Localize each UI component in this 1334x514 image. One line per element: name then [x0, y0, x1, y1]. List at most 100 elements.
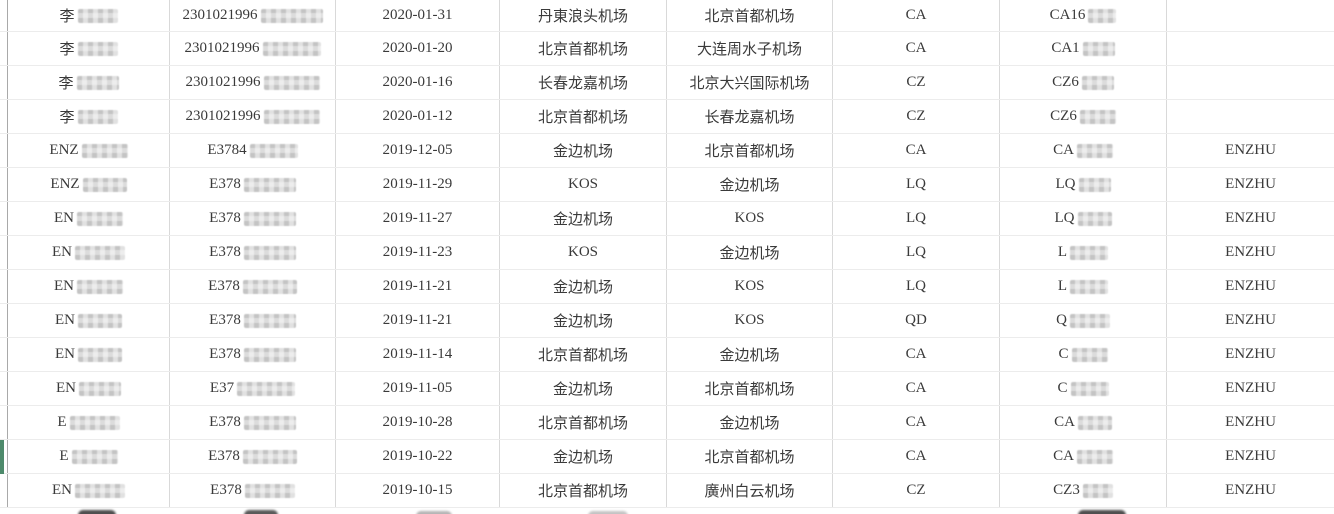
cell-arrival-airport[interactable]: 金边机场: [667, 168, 833, 201]
cell-arrival-airport[interactable]: 大连周水子机场: [667, 32, 833, 65]
cell-document-number[interactable]: E37: [170, 372, 336, 405]
cell-flight-number[interactable]: L: [1000, 236, 1167, 269]
cell-airline-code[interactable]: LQ: [833, 202, 1000, 235]
cell-passenger-latin-name[interactable]: ENZHU: [1167, 134, 1334, 167]
table-row[interactable]: EN E37 2019-11-05 金边机场 北京首都机场 CA C ENZHU: [0, 372, 1334, 406]
cell-flight-date[interactable]: 2019-11-23: [336, 236, 500, 269]
cell-flight-number[interactable]: Q: [1000, 304, 1167, 337]
cell-departure-airport[interactable]: 北京首都机场: [500, 32, 667, 65]
cell-airline-code[interactable]: CA: [833, 0, 1000, 31]
cell-flight-date[interactable]: 2019-11-21: [336, 304, 500, 337]
cell-airline-code[interactable]: LQ: [833, 168, 1000, 201]
cell-passenger-name[interactable]: EN: [8, 202, 170, 235]
cell-passenger-latin-name[interactable]: [1167, 0, 1334, 31]
cell-airline-code[interactable]: CA: [833, 134, 1000, 167]
cell-passenger-latin-name[interactable]: ENZHU: [1167, 236, 1334, 269]
cell-passenger-name[interactable]: ENZ: [8, 168, 170, 201]
cell-departure-airport[interactable]: KOS: [500, 236, 667, 269]
cell-departure-airport[interactable]: 金边机场: [500, 372, 667, 405]
table-row[interactable]: EN E378 2019-11-27 金边机场 KOS LQ LQ ENZHU: [0, 202, 1334, 236]
cell-flight-date[interactable]: 2020-01-20: [336, 32, 500, 65]
cell-passenger-name[interactable]: EN: [8, 474, 170, 507]
cell-arrival-airport[interactable]: 北京首都机场: [667, 134, 833, 167]
cell-flight-date[interactable]: 2019-10-28: [336, 406, 500, 439]
cell-flight-date[interactable]: 2020-01-12: [336, 100, 500, 133]
cell-airline-code[interactable]: CA: [833, 372, 1000, 405]
cell-arrival-airport[interactable]: 金边机场: [667, 406, 833, 439]
cell-flight-date[interactable]: 2019-11-05: [336, 372, 500, 405]
cell-flight-number[interactable]: LQ: [1000, 168, 1167, 201]
cell-departure-airport[interactable]: 北京首都机场: [500, 100, 667, 133]
cell-passenger-name[interactable]: EN: [8, 236, 170, 269]
cell-flight-date[interactable]: 2019-11-21: [336, 270, 500, 303]
cell-passenger-name[interactable]: E: [8, 406, 170, 439]
table-row[interactable]: ENZ E3784 2019-12-05 金边机场 北京首都机场 CA CA E…: [0, 134, 1334, 168]
cell-airline-code[interactable]: LQ: [833, 236, 1000, 269]
table-row[interactable]: EN E378 2019-11-21 金边机场 KOS LQ L ENZHU: [0, 270, 1334, 304]
cell-arrival-airport[interactable]: 北京首都机场: [667, 440, 833, 473]
cell-document-number[interactable]: E3784: [170, 134, 336, 167]
cell-arrival-airport[interactable]: 北京首都机场: [667, 0, 833, 31]
cell-arrival-airport[interactable]: KOS: [667, 202, 833, 235]
cell-passenger-latin-name[interactable]: ENZHU: [1167, 372, 1334, 405]
table-row[interactable]: ENZ E378 2019-11-29 KOS 金边机场 LQ LQ ENZHU: [0, 168, 1334, 202]
table-row[interactable]: E E378 2019-10-22 金边机场 北京首都机场 CA CA ENZH…: [0, 440, 1334, 474]
cell-departure-airport[interactable]: KOS: [500, 168, 667, 201]
cell-passenger-latin-name[interactable]: ENZHU: [1167, 304, 1334, 337]
table-row[interactable]: 李 2301021996 2020-01-16 长春龙嘉机场 北京大兴国际机场 …: [0, 66, 1334, 100]
cell-airline-code[interactable]: QD: [833, 304, 1000, 337]
cell-departure-airport[interactable]: 金边机场: [500, 202, 667, 235]
cell-passenger-latin-name[interactable]: ENZHU: [1167, 338, 1334, 371]
cell-departure-airport[interactable]: 北京首都机场: [500, 474, 667, 507]
cell-document-number[interactable]: E378: [170, 168, 336, 201]
cell-document-number[interactable]: E378: [170, 304, 336, 337]
cell-departure-airport[interactable]: 金边机场: [500, 304, 667, 337]
cell-airline-code[interactable]: CZ: [833, 474, 1000, 507]
cell-passenger-name[interactable]: EN: [8, 270, 170, 303]
cell-departure-airport[interactable]: 金边机场: [500, 270, 667, 303]
cell-passenger-name[interactable]: ENZ: [8, 134, 170, 167]
cell-airline-code[interactable]: CA: [833, 32, 1000, 65]
cell-airline-code[interactable]: CA: [833, 440, 1000, 473]
cell-airline-code[interactable]: CZ: [833, 100, 1000, 133]
cell-passenger-latin-name[interactable]: ENZHU: [1167, 406, 1334, 439]
cell-flight-number[interactable]: CA: [1000, 406, 1167, 439]
cell-arrival-airport[interactable]: 长春龙嘉机场: [667, 100, 833, 133]
cell-document-number[interactable]: 2301021996: [170, 66, 336, 99]
cell-passenger-name[interactable]: 李: [8, 32, 170, 65]
cell-flight-date[interactable]: 2019-11-29: [336, 168, 500, 201]
cell-passenger-latin-name[interactable]: ENZHU: [1167, 474, 1334, 507]
cell-arrival-airport[interactable]: 北京大兴国际机场: [667, 66, 833, 99]
cell-flight-number[interactable]: CZ6: [1000, 100, 1167, 133]
cell-document-number[interactable]: 2301021996: [170, 0, 336, 31]
cell-flight-date[interactable]: 2019-11-27: [336, 202, 500, 235]
table-row[interactable]: 李 2301021996 2020-01-20 北京首都机场 大连周水子机场 C…: [0, 32, 1334, 66]
cell-departure-airport[interactable]: 金边机场: [500, 134, 667, 167]
cell-flight-date[interactable]: 2019-10-15: [336, 474, 500, 507]
cell-passenger-latin-name[interactable]: [1167, 32, 1334, 65]
cell-document-number[interactable]: E378: [170, 202, 336, 235]
cell-passenger-latin-name[interactable]: ENZHU: [1167, 168, 1334, 201]
cell-flight-number[interactable]: CZ3: [1000, 474, 1167, 507]
table-row[interactable]: E E378 2019-10-28 北京首都机场 金边机场 CA CA ENZH…: [0, 406, 1334, 440]
cell-flight-number[interactable]: CZ6: [1000, 66, 1167, 99]
cell-arrival-airport[interactable]: 金边机场: [667, 236, 833, 269]
cell-document-number[interactable]: 2301021996: [170, 100, 336, 133]
cell-flight-number[interactable]: CA: [1000, 134, 1167, 167]
cell-document-number[interactable]: 2301021996: [170, 32, 336, 65]
cell-flight-number[interactable]: CA1: [1000, 32, 1167, 65]
cell-flight-date[interactable]: 2019-12-05: [336, 134, 500, 167]
cell-departure-airport[interactable]: 北京首都机场: [500, 338, 667, 371]
cell-document-number[interactable]: E378: [170, 474, 336, 507]
cell-passenger-latin-name[interactable]: [1167, 66, 1334, 99]
cell-flight-number[interactable]: C: [1000, 338, 1167, 371]
cell-passenger-name[interactable]: EN: [8, 304, 170, 337]
table-row[interactable]: EN E378 2019-11-14 北京首都机场 金边机场 CA C ENZH…: [0, 338, 1334, 372]
cell-document-number[interactable]: E378: [170, 270, 336, 303]
cell-document-number[interactable]: E378: [170, 338, 336, 371]
cell-airline-code[interactable]: CA: [833, 406, 1000, 439]
cell-flight-date[interactable]: 2020-01-16: [336, 66, 500, 99]
cell-flight-number[interactable]: LQ: [1000, 202, 1167, 235]
cell-document-number[interactable]: E378: [170, 236, 336, 269]
cell-airline-code[interactable]: LQ: [833, 270, 1000, 303]
